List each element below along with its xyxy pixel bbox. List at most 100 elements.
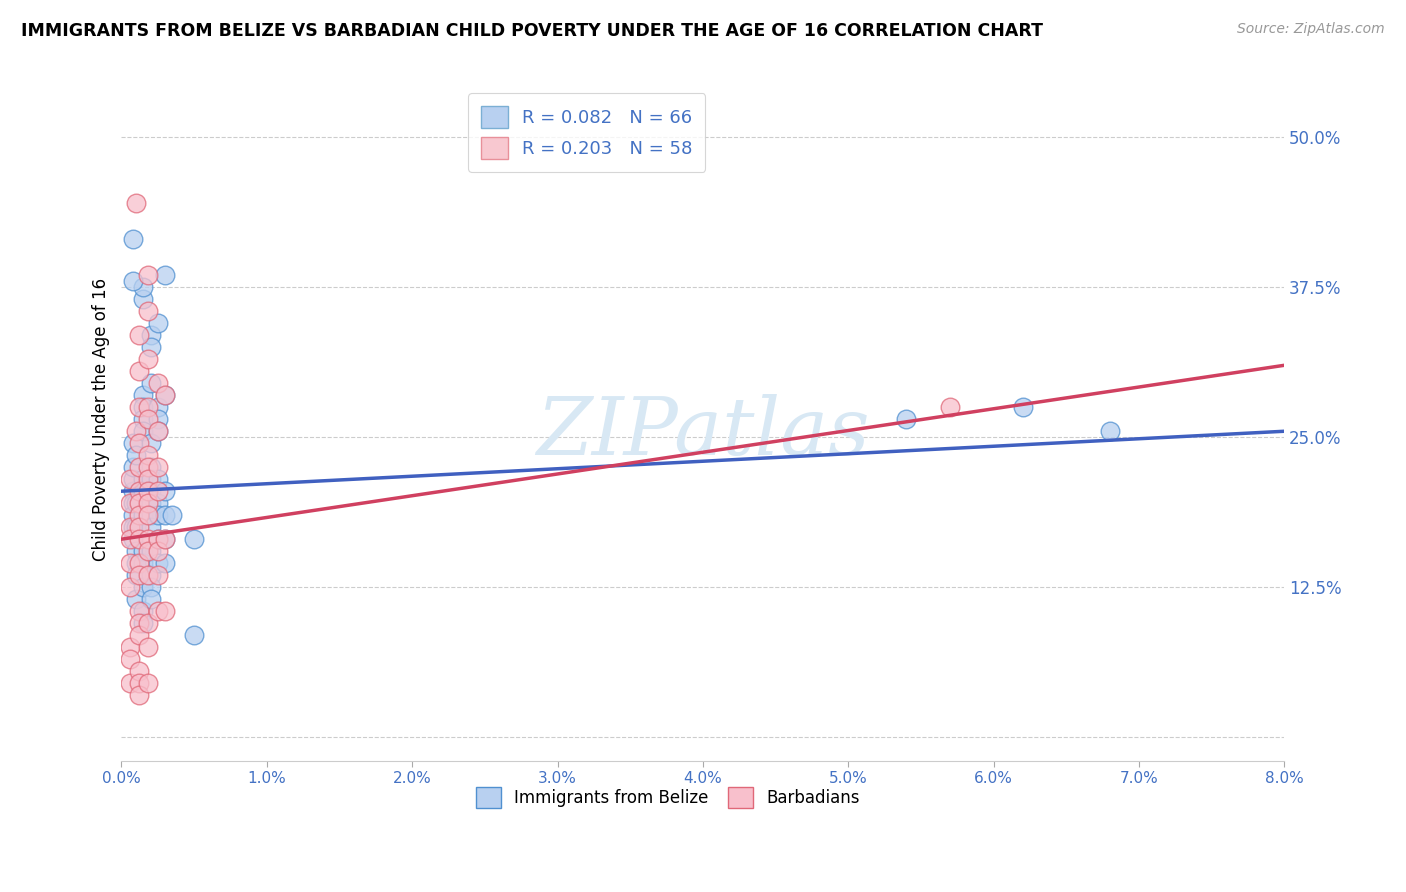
Point [146,412,169,426]
Point [146,604,169,618]
Point [128,328,150,343]
Point [153,604,176,618]
Point [136,544,159,558]
Point [139,484,162,499]
Point [139,520,162,534]
Point [132,472,155,486]
Point [139,436,162,450]
Point [183,532,205,546]
Point [122,472,145,486]
Point [120,580,142,594]
Point [128,568,150,582]
Point [125,592,148,607]
Point [146,496,169,510]
Point [136,640,159,654]
Point [122,232,145,246]
Point [136,304,159,318]
Point [139,340,162,354]
Point [132,401,155,415]
Point [122,532,145,546]
Point [146,316,169,330]
Point [939,401,962,415]
Point [153,556,176,570]
Point [132,280,155,294]
Point [139,376,162,391]
Point [128,676,150,690]
Point [136,676,159,690]
Point [132,544,155,558]
Point [128,484,150,499]
Point [136,568,159,582]
Point [128,496,150,510]
Point [136,616,159,631]
Text: ZIPatlas: ZIPatlas [536,394,870,472]
Point [139,508,162,523]
Point [139,592,162,607]
Point [122,460,145,475]
Point [146,472,169,486]
Point [120,496,142,510]
Point [139,472,162,486]
Point [136,472,159,486]
Point [139,328,162,343]
Point [120,472,142,486]
Point [125,424,148,438]
Point [128,688,150,702]
Point [146,401,169,415]
Point [120,556,142,570]
Point [132,388,155,402]
Point [128,520,150,534]
Point [125,556,148,570]
Point [128,401,150,415]
Point [136,268,159,283]
Point [128,664,150,678]
Point [125,448,148,462]
Point [128,532,150,546]
Point [146,556,169,570]
Point [125,544,148,558]
Point [132,580,155,594]
Point [139,580,162,594]
Point [120,652,142,666]
Point [146,532,169,546]
Point [139,460,162,475]
Point [136,496,159,510]
Point [125,196,148,211]
Point [128,460,150,475]
Point [162,508,184,523]
Point [136,448,159,462]
Point [120,532,142,546]
Point [146,568,169,582]
Point [136,508,159,523]
Point [132,604,155,618]
Point [125,520,148,534]
Point [125,568,148,582]
Point [122,496,145,510]
Point [122,436,145,450]
Point [153,388,176,402]
Point [146,460,169,475]
Point [146,424,169,438]
Point [136,412,159,426]
Point [146,532,169,546]
Point [120,640,142,654]
Point [139,544,162,558]
Point [1011,401,1033,415]
Point [132,484,155,499]
Point [132,293,155,307]
Point [122,484,145,499]
Point [146,424,169,438]
Point [132,508,155,523]
Point [122,508,145,523]
Point [153,268,176,283]
Point [128,436,150,450]
Point [132,556,155,570]
Point [122,520,145,534]
Point [153,388,176,402]
Y-axis label: Child Poverty Under the Age of 16: Child Poverty Under the Age of 16 [93,277,110,561]
Point [153,532,176,546]
Point [125,496,148,510]
Point [136,532,159,546]
Point [136,401,159,415]
Point [122,274,145,288]
